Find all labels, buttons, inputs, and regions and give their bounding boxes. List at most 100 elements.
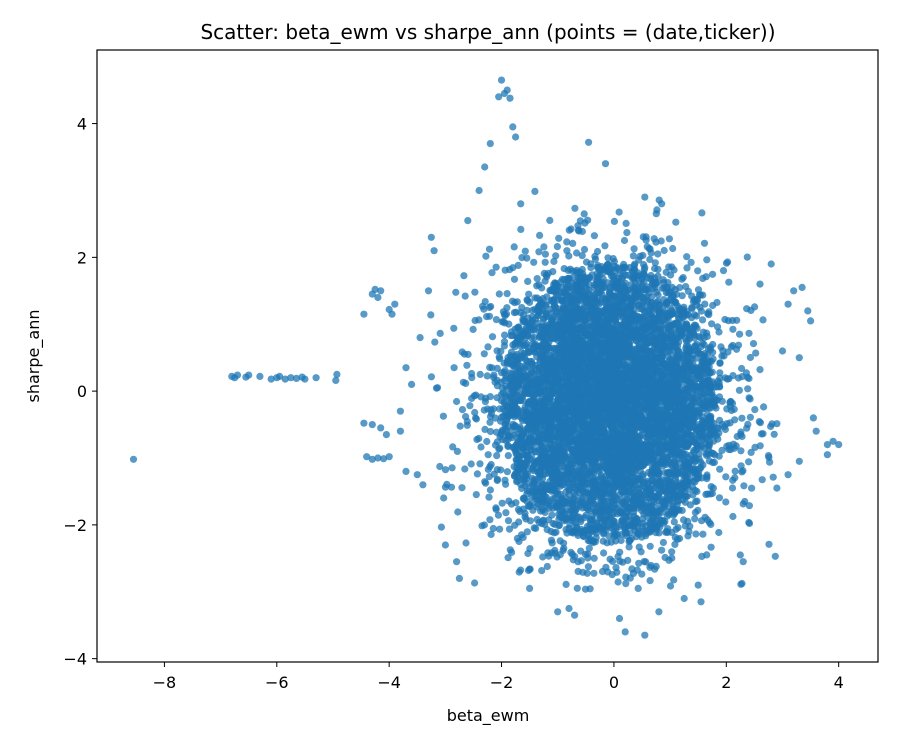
scatter-point (541, 250, 550, 258)
scatter-point (581, 585, 590, 593)
scatter-point (463, 421, 471, 429)
scatter-point (604, 254, 612, 262)
scatter-point (692, 530, 700, 538)
scatter-point (664, 279, 672, 287)
scatter-point (492, 316, 500, 324)
scatter-point (668, 548, 676, 556)
scatter-point (726, 402, 734, 410)
scatter-point (472, 414, 480, 422)
scatter-point (523, 528, 531, 536)
scatter-point (503, 304, 511, 312)
scatter-point (518, 304, 526, 312)
scatter-point (473, 470, 481, 478)
scatter-point (550, 529, 558, 537)
scatter-point (625, 543, 633, 551)
scatter-point (503, 468, 511, 476)
scatter-point (729, 372, 737, 380)
scatter-point (501, 331, 509, 339)
scatter-point (614, 578, 622, 586)
scatter-point (504, 452, 512, 460)
scatter-point (640, 261, 648, 269)
scatter-point (651, 259, 659, 267)
scatter-point (634, 584, 642, 593)
scatter-point (610, 217, 619, 225)
scatter-point (729, 512, 737, 521)
scatter-point (485, 312, 494, 320)
scatter-point (517, 200, 525, 208)
scatter-point (484, 465, 492, 473)
scatter-point (716, 359, 724, 367)
scatter-point (514, 261, 522, 269)
scatter-point (515, 537, 523, 546)
scatter-point (665, 235, 674, 243)
scatter-point (738, 364, 746, 373)
scatter-point (699, 530, 707, 538)
scatter-point (647, 249, 655, 257)
scatter-point (637, 548, 645, 556)
scatter-point (517, 225, 525, 233)
scatter-point (692, 498, 700, 506)
scatter-point (539, 516, 548, 524)
scatter-point (620, 236, 629, 245)
scatter-point (550, 257, 558, 265)
scatter-point (709, 270, 717, 278)
scatter-point (600, 549, 608, 557)
scatter-point (731, 467, 739, 475)
scatter-point (690, 311, 699, 319)
scatter-point (517, 566, 525, 574)
scatter-point (477, 443, 485, 451)
scatter-point (760, 403, 768, 411)
scatter-point (468, 369, 476, 378)
scatter-point (723, 375, 732, 383)
scatter-point (573, 249, 581, 257)
scatter-point (612, 564, 620, 572)
scatter-point (533, 515, 541, 524)
scatter-point (502, 509, 510, 517)
scatter-point (462, 379, 470, 387)
scatter-point (709, 458, 717, 467)
scatter-point (578, 252, 586, 260)
scatter-point (708, 320, 716, 328)
scatter-point (495, 290, 503, 298)
scatter-point (484, 451, 492, 459)
scatter-point (571, 204, 579, 212)
scatter-point (685, 527, 693, 536)
scatter-point (676, 284, 684, 292)
scatter-point (642, 558, 650, 566)
scatter-point (488, 269, 496, 277)
scatter-point (723, 420, 731, 428)
scatter-point (510, 275, 519, 283)
scatter-point (653, 206, 661, 214)
scatter-point (580, 210, 588, 218)
scatter-point (609, 557, 617, 566)
scatter-point (462, 539, 470, 547)
scatter-point (669, 244, 677, 253)
scatter-point (715, 382, 724, 390)
scatter-point (700, 239, 709, 247)
scatter-point (461, 292, 469, 300)
scatter-point (551, 546, 559, 555)
scatter-point (476, 460, 484, 468)
scatter-point (505, 525, 514, 533)
scatter-point (743, 253, 751, 261)
scatter-point (569, 239, 577, 247)
scatter-point (495, 445, 503, 453)
scatter-point (628, 565, 636, 573)
scatter-point (574, 558, 582, 566)
scatter-point (718, 446, 726, 454)
scatter-point (498, 499, 506, 507)
scatter-point (745, 329, 753, 337)
scatter-point (638, 570, 646, 578)
scatter-point (460, 272, 468, 280)
scatter-point (508, 297, 517, 305)
scatter-point (615, 208, 623, 216)
scatter-point (725, 278, 733, 286)
scatter-point (716, 369, 724, 377)
scatter-point (496, 405, 504, 413)
scatter-point (733, 316, 741, 324)
scatter-point (467, 460, 475, 468)
scatter-point (523, 296, 531, 304)
scatter-point (508, 548, 516, 557)
scatter-point (698, 552, 706, 561)
